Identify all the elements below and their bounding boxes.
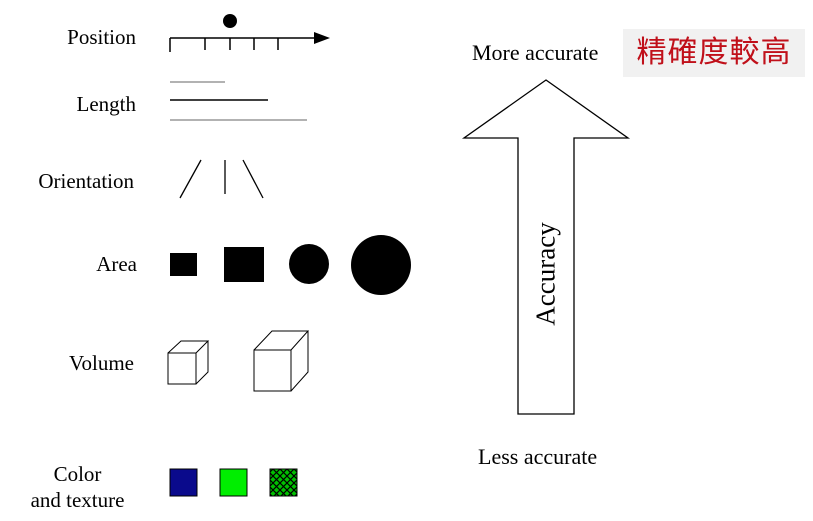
- small-circle-icon: [289, 244, 329, 284]
- color-glyph: [169, 468, 298, 497]
- volume-glyph: [167, 330, 310, 392]
- more-accurate-label: More accurate: [472, 40, 599, 65]
- green-swatch: [219, 468, 248, 497]
- position-dot-icon: [223, 14, 237, 28]
- volume-label: Volume: [69, 351, 134, 375]
- texture-swatch: [269, 468, 298, 497]
- length-glyph: [170, 81, 307, 121]
- accuracy-arrow-icon: [461, 79, 631, 415]
- orientation-label: Orientation: [38, 169, 134, 193]
- orientation-glyph: [179, 159, 264, 199]
- small-square-icon: [170, 253, 197, 276]
- accuracy-arrow-label: Accuracy: [530, 222, 561, 326]
- length-label: Length: [76, 92, 136, 116]
- large-cube-icon: [253, 330, 310, 392]
- color-label-line1: Color: [53, 462, 102, 486]
- less-accurate-label: Less accurate: [478, 444, 598, 469]
- area-label: Area: [96, 252, 137, 276]
- small-cube-icon: [167, 340, 210, 385]
- blue-swatch: [169, 468, 198, 497]
- large-circle-icon: [351, 235, 411, 295]
- arrow-head-icon: [314, 32, 330, 44]
- area-glyph: [170, 235, 411, 295]
- large-square-icon: [224, 247, 264, 282]
- color-label-line2: and texture: [30, 488, 125, 512]
- position-label: Position: [67, 25, 136, 49]
- position-glyph: [169, 14, 330, 52]
- more-accurate-cn-label: 精確度較高: [623, 29, 805, 77]
